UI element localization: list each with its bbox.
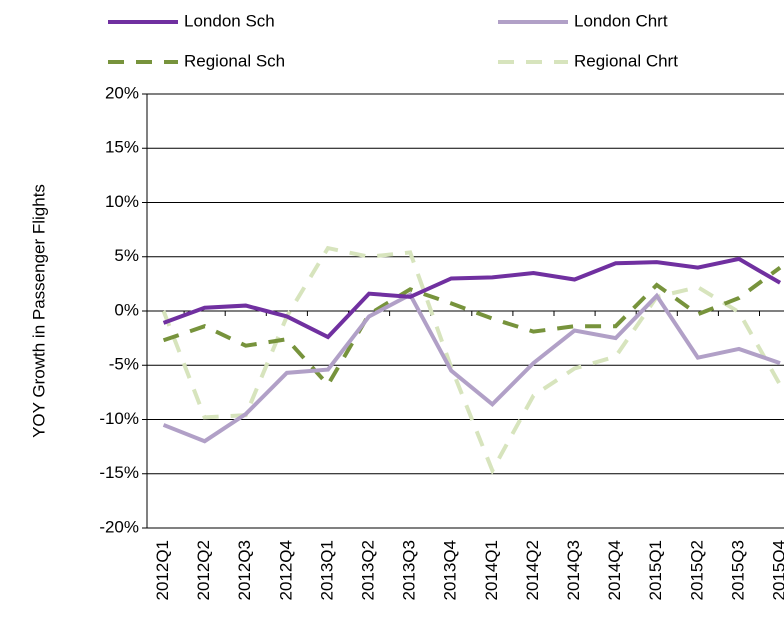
legend-label: Regional Chrt bbox=[574, 51, 678, 70]
series-line bbox=[162, 265, 782, 389]
x-tick-label: 2015Q3 bbox=[728, 540, 747, 601]
series-line bbox=[161, 245, 782, 476]
series-line bbox=[162, 292, 781, 444]
y-tick-label: -10% bbox=[99, 409, 139, 428]
x-tick-label: 2014Q4 bbox=[605, 540, 624, 601]
y-tick-label: 15% bbox=[105, 138, 139, 157]
x-tick-label: 2013Q2 bbox=[359, 540, 378, 601]
legend-label: London Sch bbox=[184, 11, 275, 30]
x-tick-label: 2015Q4 bbox=[770, 540, 784, 601]
y-tick-label: 0% bbox=[114, 300, 139, 319]
x-tick-label: 2012Q1 bbox=[153, 540, 172, 601]
x-tick-label: 2014Q1 bbox=[482, 540, 501, 601]
x-tick-label: 2012Q4 bbox=[276, 540, 295, 601]
x-tick-label: 2013Q3 bbox=[400, 540, 419, 601]
x-tick-label: 2015Q2 bbox=[687, 540, 706, 601]
y-tick-label: -15% bbox=[99, 463, 139, 482]
x-tick-label: 2013Q1 bbox=[317, 540, 336, 601]
legend-label: Regional Sch bbox=[184, 51, 285, 70]
y-tick-label: 5% bbox=[114, 246, 139, 265]
legend-label: London Chrt bbox=[574, 11, 668, 30]
x-tick-label: 2014Q2 bbox=[523, 540, 542, 601]
series-line bbox=[162, 256, 782, 340]
y-tick-label: -20% bbox=[99, 517, 139, 536]
x-tick-label: 2013Q4 bbox=[441, 540, 460, 601]
x-tick-label: 2015Q1 bbox=[646, 540, 665, 601]
x-tick-label: 2012Q3 bbox=[235, 540, 254, 601]
x-tick-label: 2012Q2 bbox=[194, 540, 213, 601]
y-tick-label: 20% bbox=[105, 83, 139, 102]
y-axis-title: YOY Growth in Passenger Flights bbox=[29, 184, 48, 438]
x-tick-label: 2014Q3 bbox=[564, 540, 583, 601]
y-tick-label: 10% bbox=[105, 192, 139, 211]
y-tick-label: -5% bbox=[109, 355, 139, 374]
